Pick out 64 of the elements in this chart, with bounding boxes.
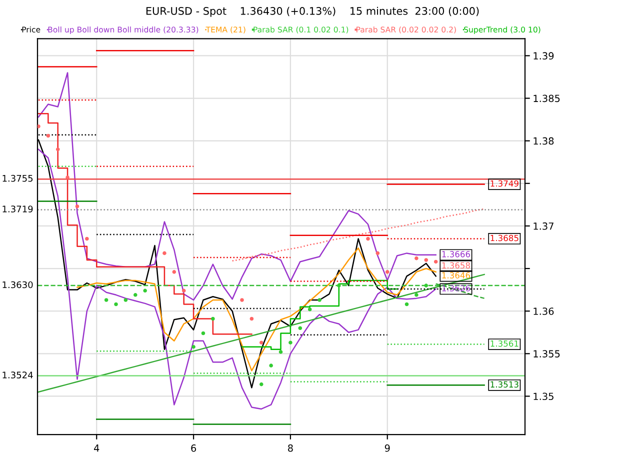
ref-line-label: 1.3524 [2,372,33,378]
point [288,340,292,344]
data-label: 1.3646 [442,272,470,278]
point [308,307,312,312]
point [211,316,215,321]
point [172,270,176,274]
line-series [38,274,485,393]
point [38,124,40,128]
y-tick-label: 1.385 [534,94,560,102]
point [376,251,380,256]
data-label: 1.3561 [490,340,518,347]
point [250,316,254,321]
point [133,293,138,297]
data-label: 1.3666 [442,251,470,258]
point [385,270,390,274]
point [56,147,60,152]
point [259,340,264,344]
y-tick-label: 1.36 [534,308,554,315]
point [162,251,166,256]
point [192,344,196,349]
y-tick-label: 1.39 [534,52,554,60]
line-series [76,247,436,372]
point [85,236,89,241]
point [269,364,273,368]
line-series [232,208,485,262]
data-label: 1.3749 [490,180,518,187]
point [240,298,244,302]
y-tick-label: 1.38 [534,137,554,145]
data-label: 1.3658 [442,262,470,269]
ref-line-label: 1.3630 [2,281,33,288]
point [414,293,418,297]
point [424,258,428,262]
ref-line-label: 1.3755 [2,174,33,182]
y-tick-label: 1.35 [534,392,554,400]
x-tick-label: 8 [288,444,293,452]
data-label: 1.3513 [490,381,518,388]
point [182,288,186,293]
point [114,302,118,306]
point [424,284,428,288]
point [318,298,322,302]
line-series [38,72,436,301]
point [278,350,283,354]
y-tick-label: 1.37 [534,222,554,230]
x-tick-label: 4 [94,444,100,452]
chart-title: EUR-USD - Spot 1.36430 (+0.13%) 15 minutes 23:00 (0:00) [146,6,479,17]
point [414,256,418,260]
data-label: 1.3685 [490,234,518,242]
ref-line-label: 1.3719 [2,206,33,212]
y-tick-label: 1.355 [534,350,560,358]
x-tick-label: 6 [191,444,196,452]
point [337,284,341,288]
point [104,298,108,302]
point [75,204,80,208]
point [259,382,264,386]
point [201,331,206,336]
point [66,176,70,180]
point [404,302,409,306]
point [143,288,147,293]
point [46,134,50,138]
point [298,326,302,330]
point [124,298,128,302]
point [434,260,438,264]
x-tick-label: 9 [384,444,390,452]
point [366,236,370,241]
